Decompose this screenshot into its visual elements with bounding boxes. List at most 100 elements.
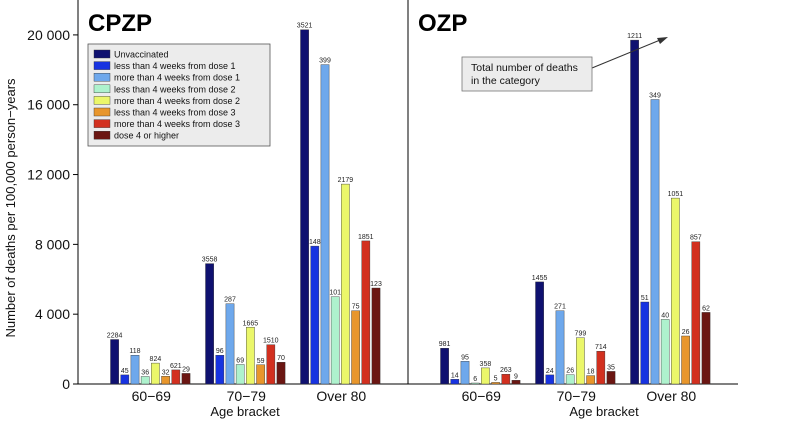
bar-value-label: 399 xyxy=(319,58,331,65)
y-tick-label: 8 000 xyxy=(35,236,70,252)
bar xyxy=(660,319,670,385)
legend-label: less than 4 weeks from dose 1 xyxy=(114,61,236,71)
bar-value-label: 32 xyxy=(162,369,170,376)
legend-swatch xyxy=(93,49,111,59)
y-tick-label: 12 000 xyxy=(27,167,70,183)
bar xyxy=(246,327,255,385)
bar xyxy=(460,361,470,385)
bar-value-label: 148 xyxy=(309,239,321,246)
legend-label: less than 4 weeks from dose 3 xyxy=(114,108,236,118)
bar xyxy=(120,374,130,385)
bar-value-label: 24 xyxy=(546,368,554,375)
bar-value-label: 123 xyxy=(370,281,382,288)
bar-value-label: 101 xyxy=(329,290,341,297)
bar-value-label: 40 xyxy=(661,312,669,319)
bar xyxy=(130,355,140,385)
bar-value-label: 96 xyxy=(216,348,224,355)
bar-value-label: 59 xyxy=(257,358,265,365)
bar-value-label: 2179 xyxy=(338,177,354,184)
bar-value-label: 51 xyxy=(641,295,649,302)
category-label: 60−69 xyxy=(132,388,172,404)
bar xyxy=(310,245,320,385)
bar xyxy=(341,183,350,385)
left-panel-title: CPZP xyxy=(88,10,152,37)
bar-value-label: 95 xyxy=(461,354,469,361)
annotation: Total number of deaths in the category xyxy=(461,37,668,92)
bar xyxy=(535,281,544,385)
bar-value-label: 287 xyxy=(224,297,236,304)
bar xyxy=(640,301,650,385)
bar-value-label: 714 xyxy=(595,344,607,351)
category-label: 60−69 xyxy=(462,388,502,404)
y-tick-label: 0 xyxy=(62,376,70,392)
category-labels: 60−69 70−79 Over 80 60−69 70−79 Over 80 xyxy=(132,388,697,404)
right-x-axis-title: Age bracket xyxy=(569,404,639,419)
legend-box xyxy=(87,43,271,147)
bar xyxy=(300,29,309,385)
bar-value-label: 1851 xyxy=(358,234,374,241)
y-tick-label: 20 000 xyxy=(27,27,70,43)
bar xyxy=(596,351,606,385)
bar xyxy=(691,241,701,385)
bar-value-label: 18 xyxy=(587,369,595,376)
bar-value-label: 271 xyxy=(554,304,566,311)
legend-label: more than 4 weeks from dose 1 xyxy=(114,73,240,83)
bar-value-label: 118 xyxy=(129,348,140,355)
bar-value-label: 3558 xyxy=(202,257,218,264)
legend-swatch xyxy=(93,72,111,82)
bar-value-label: 6 xyxy=(473,376,477,383)
bar xyxy=(215,355,225,385)
bar xyxy=(576,337,585,385)
bar xyxy=(320,64,330,385)
bar xyxy=(470,382,480,385)
bar xyxy=(205,263,214,385)
bar-value-label: 5 xyxy=(494,375,498,382)
bar-value-label: 1455 xyxy=(532,275,548,282)
bar-value-label: 45 xyxy=(121,368,129,375)
category-label: Over 80 xyxy=(646,388,696,404)
annotation-arrow-line xyxy=(591,37,666,69)
bar-value-label: 1665 xyxy=(243,320,259,327)
bar xyxy=(491,382,500,385)
legend-swatch xyxy=(93,61,111,70)
legend-label: Unvaccinated xyxy=(114,50,169,60)
bar xyxy=(276,362,286,385)
right-panel-title: OZP xyxy=(418,10,467,37)
bar xyxy=(161,376,170,385)
bar-value-label: 62 xyxy=(702,305,710,312)
bar-value-label: 26 xyxy=(566,368,574,375)
y-axis-ticks: 0 4 000 8 000 12 000 16 000 20 000 xyxy=(27,27,78,392)
annotation-arrowhead xyxy=(657,37,668,44)
bar-value-label: 358 xyxy=(480,361,492,368)
bar xyxy=(266,344,276,385)
bar xyxy=(701,312,711,385)
bar-value-label: 3521 xyxy=(297,23,313,30)
bar xyxy=(351,310,360,385)
bar-value-label: 36 xyxy=(141,370,149,377)
bar-value-label: 981 xyxy=(439,341,451,348)
category-label: 70−79 xyxy=(227,388,267,404)
bar xyxy=(511,380,521,385)
legend-swatch xyxy=(93,130,111,140)
bar xyxy=(671,197,680,385)
y-tick-label: 4 000 xyxy=(35,306,70,322)
bar xyxy=(555,310,565,385)
bar xyxy=(140,376,150,385)
bar-value-label: 621 xyxy=(170,363,182,370)
bar xyxy=(501,374,511,385)
bar xyxy=(371,287,381,385)
category-label: 70−79 xyxy=(557,388,597,404)
bar xyxy=(330,296,340,385)
bar-value-label: 14 xyxy=(451,372,459,379)
bar-value-label: 263 xyxy=(500,367,512,374)
legend-label: dose 4 or higher xyxy=(114,131,179,141)
bar xyxy=(151,362,160,385)
bar-value-label: 69 xyxy=(236,358,244,365)
bar-value-label: 824 xyxy=(150,356,162,363)
bar xyxy=(630,39,639,385)
legend-label: less than 4 weeks from dose 2 xyxy=(114,84,236,94)
